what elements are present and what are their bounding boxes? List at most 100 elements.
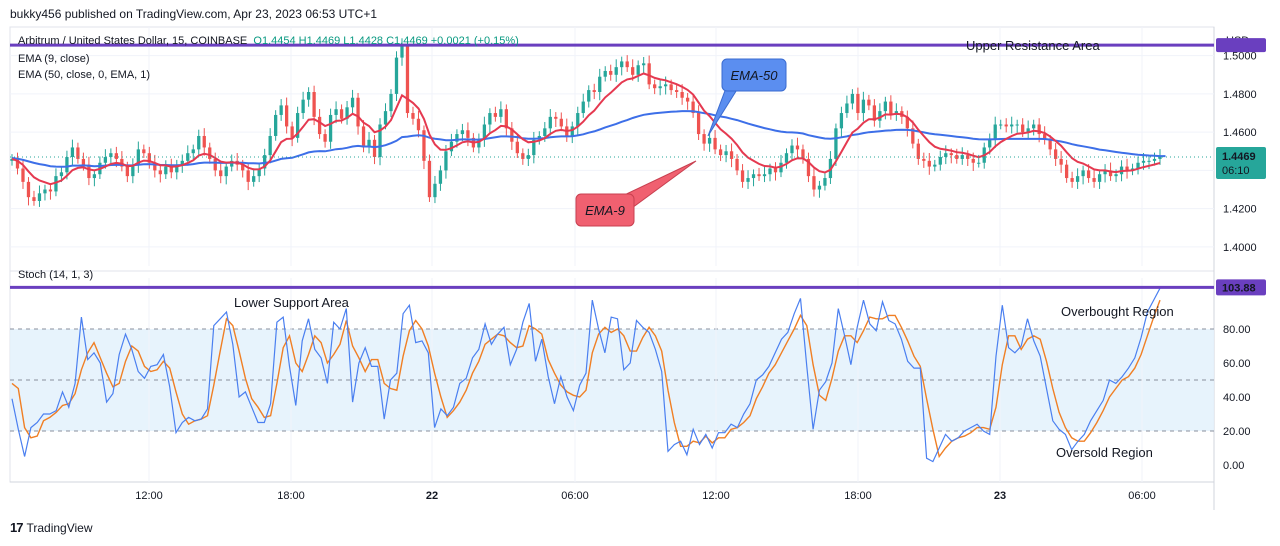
candle-body [180,160,184,165]
candle-body [691,101,695,114]
candle-body [345,107,349,119]
candle-body [543,128,547,136]
candle-body [806,158,811,177]
candle-body [466,130,470,138]
time-tick-label: 12:00 [135,490,163,502]
candle-body [87,164,91,179]
stoch-tick-label: 60.00 [1223,358,1251,370]
candle-body [867,99,871,106]
candle-body [274,114,278,136]
candle-body [422,130,426,161]
price-tick-label: 1.5000 [1223,51,1257,63]
candle-body [740,170,745,182]
legend-stoch[interactable]: Stoch (14, 1, 3) [18,269,94,281]
stoch-last-value: 103.88 [1222,282,1256,294]
candle-body [614,67,618,75]
candle-body [658,86,662,89]
candle-body [32,197,36,201]
tradingview-footer[interactable]: 17 TradingView [10,520,93,535]
candle-body [15,158,20,169]
candle-body [416,118,421,131]
ema9-line [11,72,1161,186]
candle-body [383,111,388,125]
ema50-callout-label: EMA-50 [731,68,779,83]
candle-body [169,166,173,173]
candle-body [477,139,481,148]
candle-body [938,157,942,165]
candle-body [306,92,311,100]
candle-body [784,153,789,163]
candle-body [504,109,508,129]
candle-body [642,63,646,66]
candle-body [147,153,151,163]
candle-body [889,101,893,115]
candle-body [823,178,827,186]
candle-body [1086,170,1091,179]
candle-body [350,97,355,108]
stoch-tick-label: 80.00 [1223,324,1251,336]
candle-body [1092,178,1096,182]
candle-body [268,135,272,156]
candle-body [905,116,909,129]
candle-body [405,46,410,114]
candle-body [164,166,168,175]
candle-body [620,61,624,68]
candle-body [510,128,514,142]
candle-body [751,174,756,179]
candle-body [449,141,454,152]
candle-body [339,109,344,119]
legend-ema9[interactable]: EMA (9, close) [18,53,90,65]
candle-body [411,113,415,119]
tradingview-logo-icon: 17 [10,520,24,535]
candle-body [21,168,25,182]
stoch-tick-label: 20.00 [1223,426,1251,438]
candle-body [488,113,492,125]
candle-body [1037,124,1041,135]
candle-body [817,185,822,190]
ema50-callout-box [721,58,787,92]
candle-body [1026,128,1030,133]
stoch-d-line [11,299,1161,459]
candle-body [356,97,360,127]
price-tick-label: 1.4000 [1223,242,1257,254]
candle-body [625,61,629,68]
candle-body [213,158,217,171]
legend-symbol[interactable]: Arbitrum / United States Dollar, 15, COI… [18,35,248,47]
ema9-callout-box [575,193,635,227]
candle-body [125,166,129,177]
candle-body [1103,170,1107,175]
candle-body [949,153,953,156]
candle-body [482,124,487,140]
ema9-callout-label: EMA-9 [585,203,625,218]
candle-body [109,153,113,158]
candle-body [603,70,607,77]
candle-body [323,134,327,142]
candle-body [988,139,992,148]
candle-body [735,158,739,171]
candle-body [653,84,657,89]
candle-body [515,141,519,154]
candle-body [1075,176,1080,182]
stoch-value-badge [1216,279,1266,296]
candle-body [389,93,393,112]
candle-body [839,113,844,129]
candle-body [1070,178,1074,182]
candle-body [1141,160,1146,163]
candle-body [856,93,860,114]
candle-body [548,116,552,129]
publish-info: bukky456 published on TradingView.com, A… [10,7,378,21]
candle-body [713,137,717,150]
candle-body [197,135,201,150]
candle-body [790,145,794,154]
candle-body [861,99,866,114]
candle-body [460,130,465,135]
candle-body [669,84,673,91]
candle-body [26,181,31,198]
candle-body [850,93,855,104]
candle-body [966,155,970,159]
oversold-label: Oversold Region [1056,445,1153,460]
candle-body [493,113,498,117]
candle-body [680,92,684,98]
legend-ema50[interactable]: EMA (50, close, 0, EMA, 1) [18,69,151,81]
